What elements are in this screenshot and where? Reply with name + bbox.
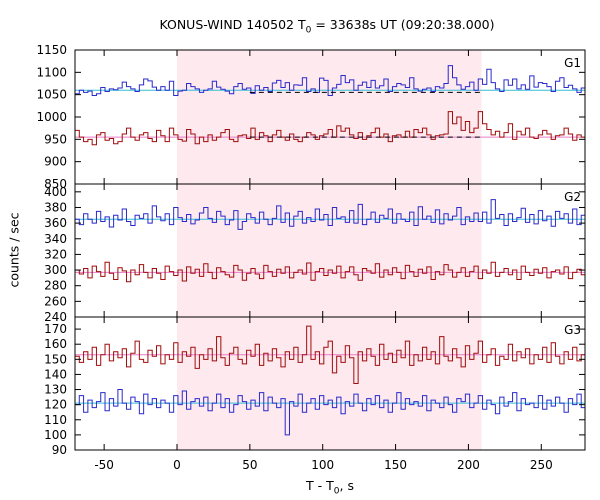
- g3-lightcurve-red: [75, 325, 585, 384]
- y-tick-label: 100: [44, 428, 67, 442]
- g1-lightcurve-blue: [75, 65, 585, 97]
- panel-label-g1: G1: [564, 56, 581, 70]
- y-tick-label: 160: [44, 337, 67, 351]
- y-tick-label: 1150: [36, 43, 67, 57]
- g2-lightcurve-red: [75, 261, 585, 283]
- y-tick-label: 320: [44, 247, 67, 261]
- y-tick-label: 110: [44, 413, 67, 427]
- x-tick-label: 0: [173, 458, 181, 472]
- y-tick-label: 360: [44, 216, 67, 230]
- y-tick-label: 150: [44, 352, 67, 366]
- x-tick-label: 50: [242, 458, 257, 472]
- g2-lightcurve-blue: [75, 199, 585, 230]
- y-tick-label: 900: [44, 155, 67, 169]
- highlight-interval-band: [177, 50, 482, 450]
- chart-title: KONUS-WIND 140502 T0 = 33638s UT (09:20:…: [159, 17, 495, 36]
- y-tick-label: 120: [44, 398, 67, 412]
- panel-frame-g3: [74, 316, 586, 451]
- y-tick-label: 300: [44, 263, 67, 277]
- x-axis-label: T - T0, s: [306, 478, 354, 497]
- y-tick-label: 260: [44, 294, 67, 308]
- y-tick-label: 90: [52, 443, 67, 457]
- y-tick-label: 400: [44, 185, 67, 199]
- y-tick-label: 280: [44, 279, 67, 293]
- x-tick-label: -50: [94, 458, 114, 472]
- y-tick-label: 1000: [36, 110, 67, 124]
- y-tick-label: 340: [44, 232, 67, 246]
- panel-label-g2: G2: [564, 190, 581, 204]
- y-tick-label: 170: [44, 322, 67, 336]
- y-tick-label: 240: [44, 310, 67, 324]
- y-tick-label: 1100: [36, 65, 67, 79]
- x-tick-label: 150: [384, 458, 407, 472]
- y-tick-label: 130: [44, 383, 67, 397]
- g3-lightcurve-blue: [75, 389, 585, 436]
- panel-label-g3: G3: [564, 323, 581, 337]
- x-tick-label: 100: [311, 458, 334, 472]
- y-tick-label: 1050: [36, 88, 67, 102]
- y-axis-label: counts / sec: [6, 212, 22, 288]
- y-tick-label: 950: [44, 132, 67, 146]
- x-tick-label: 250: [530, 458, 553, 472]
- x-tick-label: 200: [457, 458, 480, 472]
- y-tick-label: 380: [44, 200, 67, 214]
- y-tick-label: 850: [44, 177, 67, 191]
- y-tick-label: 140: [44, 367, 67, 381]
- g1-lightcurve-red: [75, 111, 585, 146]
